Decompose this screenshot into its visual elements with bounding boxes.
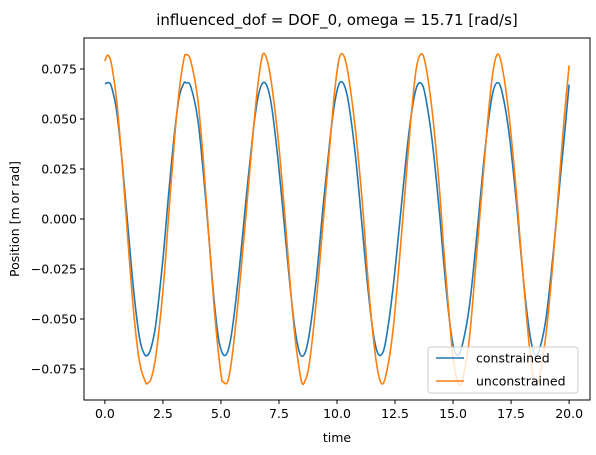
legend-box	[427, 346, 579, 394]
y-axis-label: Position [m or rad]	[7, 161, 22, 277]
y-tick-label: 0.050	[41, 112, 77, 127]
x-tick-label: 5.0	[211, 406, 231, 421]
x-axis-label: time	[323, 430, 352, 445]
y-tick-label: 0.075	[41, 62, 77, 77]
y-tick-label: −0.025	[31, 262, 77, 277]
x-tick-label: 17.5	[497, 406, 525, 421]
x-tick-label: 12.5	[381, 406, 409, 421]
x-tick-label: 2.5	[153, 406, 173, 421]
x-tick-label: 10.0	[323, 406, 351, 421]
y-axis-ticks: −0.075 −0.050 −0.025 0.000 0.025 0.050 0.075	[31, 62, 84, 377]
legend-label-unconstrained: unconstrained	[476, 374, 566, 389]
x-tick-label: 20.0	[555, 406, 583, 421]
legend-label-constrained: constrained	[476, 351, 550, 366]
y-tick-label: −0.050	[31, 312, 77, 327]
series-layer	[104, 52, 570, 387]
y-tick-label: 0.025	[41, 162, 77, 177]
legend: constrained unconstrained	[427, 346, 579, 394]
x-axis-ticks: 0.0 2.5 5.0 7.5 10.0 12.5 15.0 17.5 20.0	[95, 400, 583, 421]
y-tick-label: 0.000	[41, 212, 77, 227]
x-tick-label: 15.0	[439, 406, 467, 421]
chart-title: influenced_dof = DOF_0, omega = 15.71 [r…	[156, 11, 518, 30]
x-tick-label: 0.0	[95, 406, 115, 421]
series-line-unconstrained	[104, 52, 570, 387]
y-tick-label: −0.075	[31, 362, 77, 377]
plot-area-frame	[83, 37, 591, 401]
x-tick-label: 7.5	[269, 406, 289, 421]
